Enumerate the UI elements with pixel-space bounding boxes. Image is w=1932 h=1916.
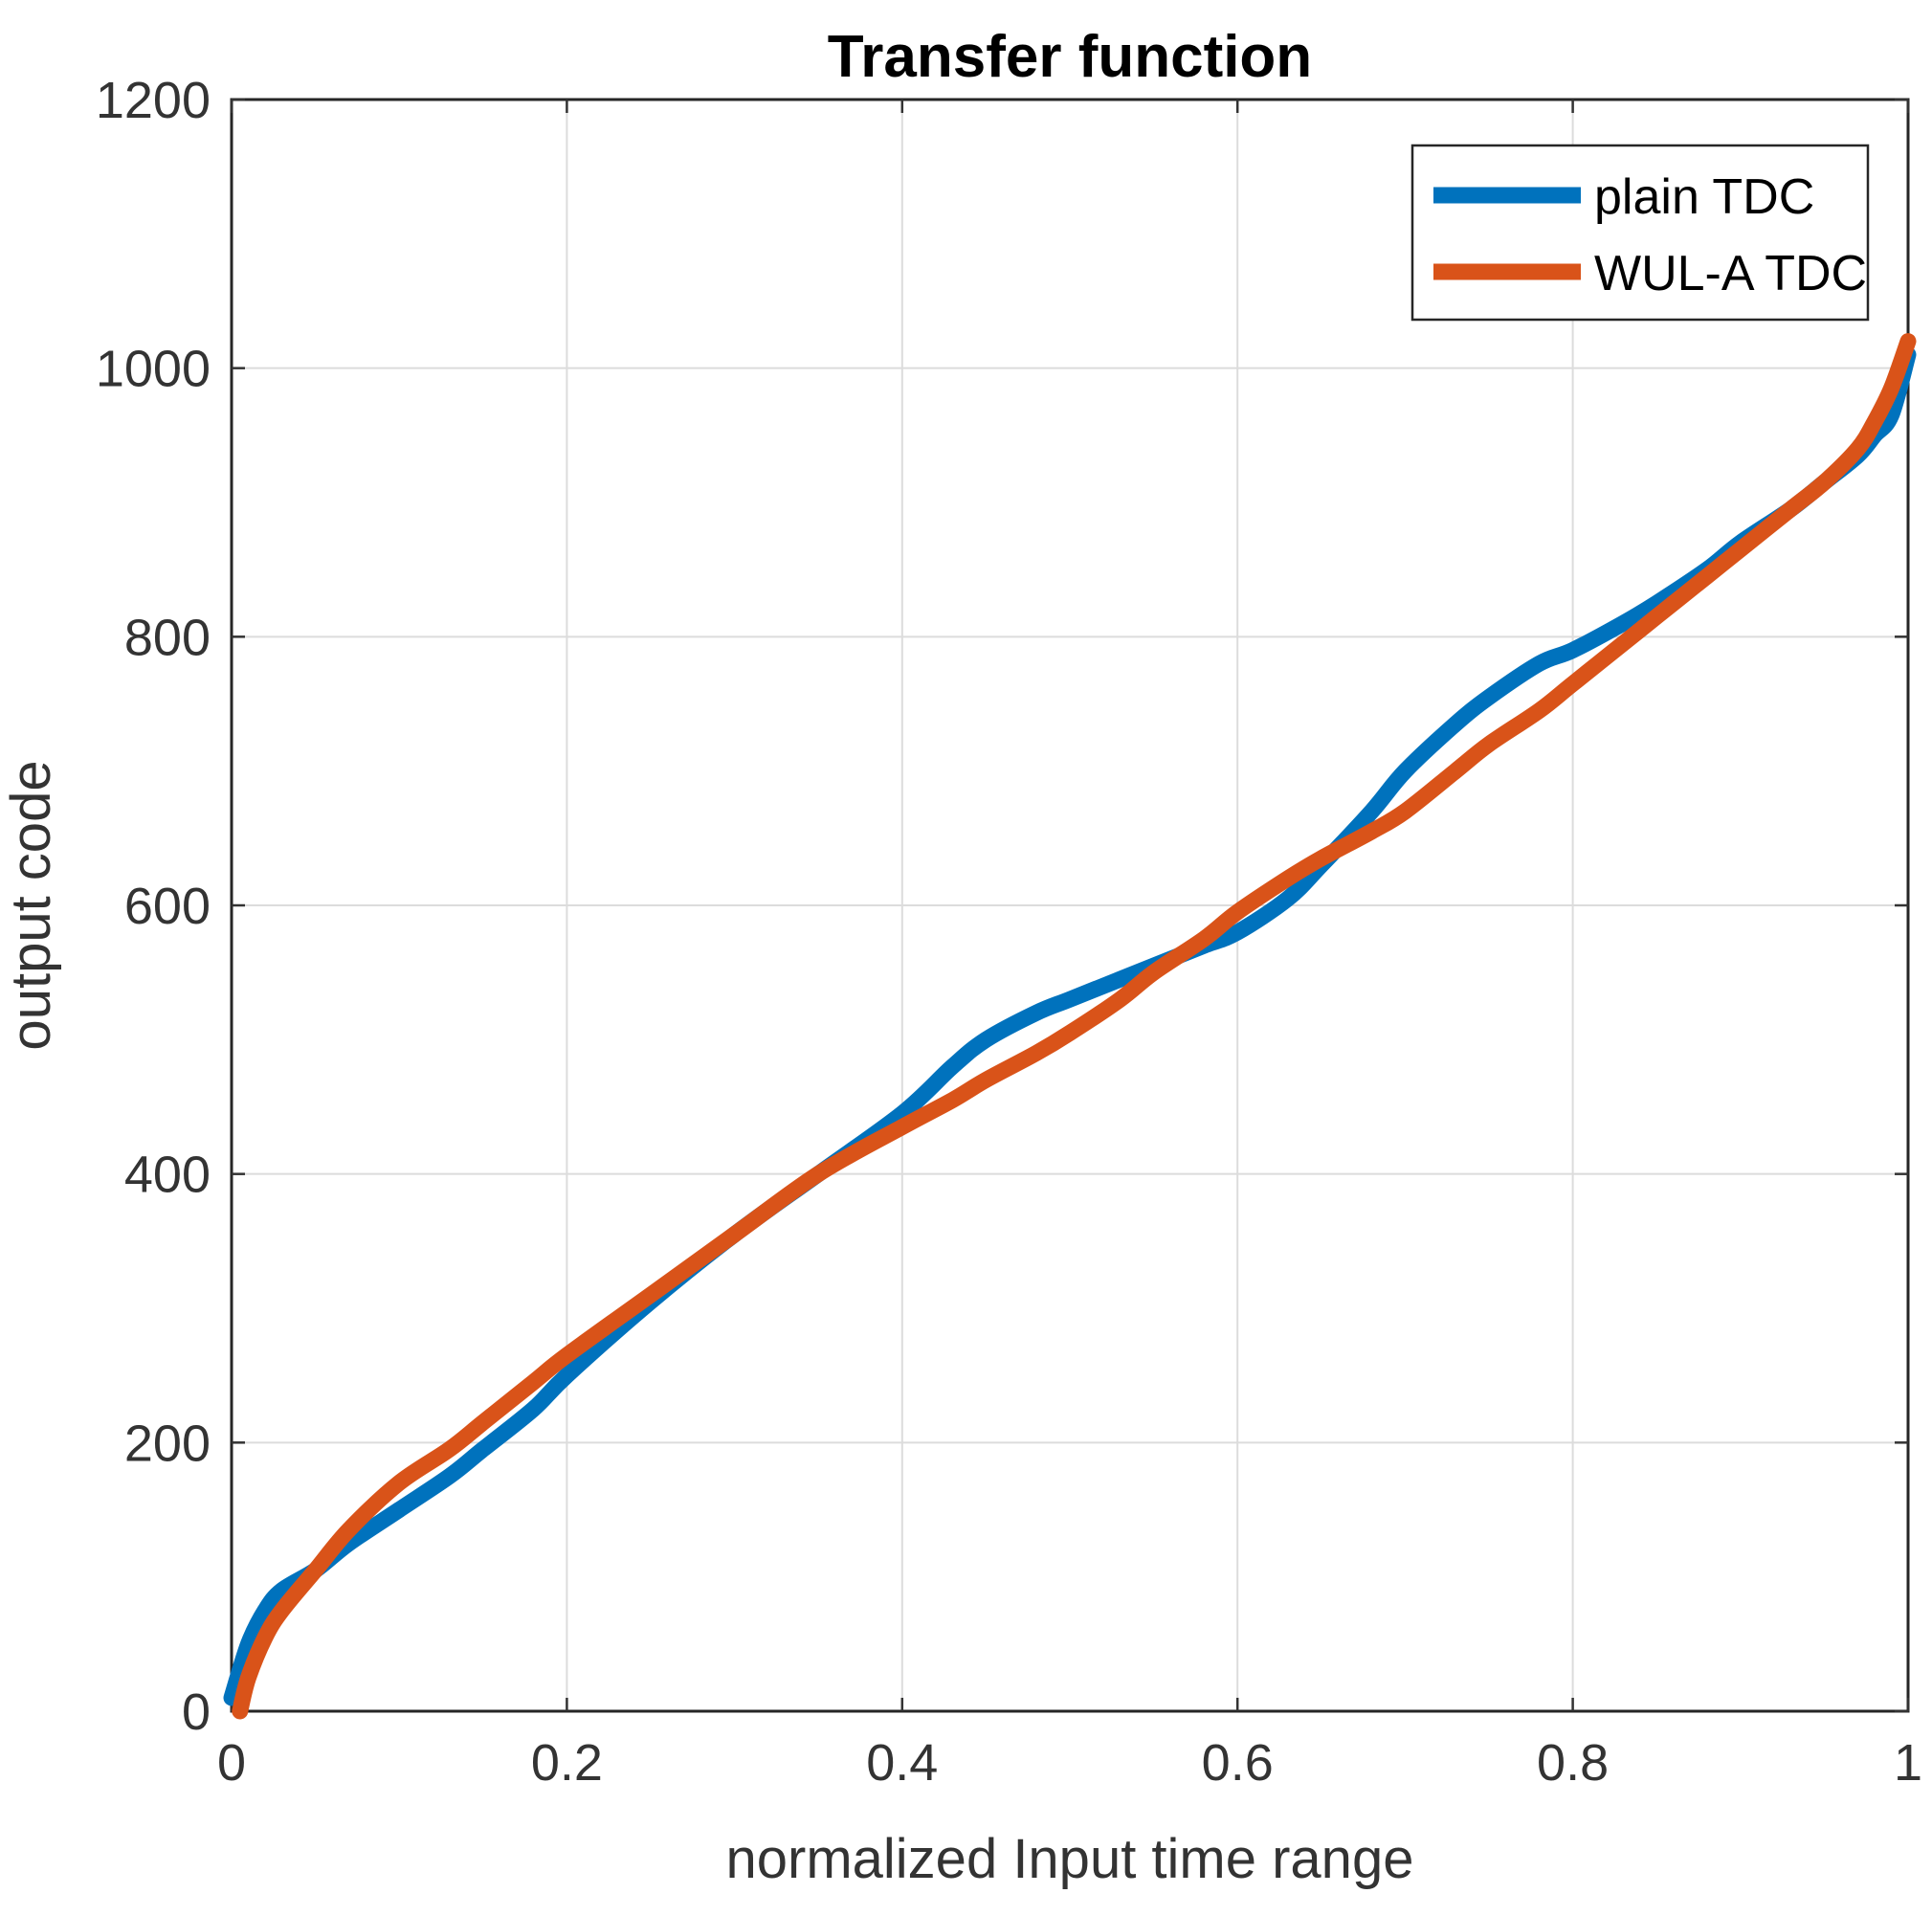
chart-title: Transfer function <box>828 24 1312 90</box>
y-tick-label: 1200 <box>96 72 211 129</box>
series-lines <box>223 333 1917 1720</box>
x-tick-label: 0.8 <box>1537 1734 1609 1792</box>
series-line-wul-a-tdc <box>232 333 1917 1720</box>
x-tick-label: 0.4 <box>866 1734 938 1792</box>
legend-label: WUL-A TDC <box>1594 246 1867 301</box>
x-tick-label: 0.6 <box>1202 1734 1274 1792</box>
x-tick-label: 0 <box>217 1734 246 1792</box>
legend: plain TDC WUL-A TDC <box>1410 144 1870 322</box>
y-tick-label: 0 <box>182 1683 211 1741</box>
legend-label: plain TDC <box>1594 169 1814 225</box>
x-tick-label: 1 <box>1894 1734 1922 1792</box>
x-axis-label: normalized Input time range <box>726 1828 1414 1890</box>
y-axis-label: output code <box>0 760 62 1050</box>
axis-ticks: 0 0.2 0.4 0.6 0.8 1 0 200 400 600 800 1000 1200 <box>96 72 1922 1792</box>
y-tick-label: 400 <box>124 1147 211 1204</box>
y-tick-label: 800 <box>124 609 211 666</box>
y-tick-label: 600 <box>124 878 211 935</box>
y-tick-label: 200 <box>124 1415 211 1472</box>
y-tick-label: 1000 <box>96 341 211 398</box>
legend-box <box>1410 144 1870 322</box>
x-tick-label: 0.2 <box>531 1734 603 1792</box>
